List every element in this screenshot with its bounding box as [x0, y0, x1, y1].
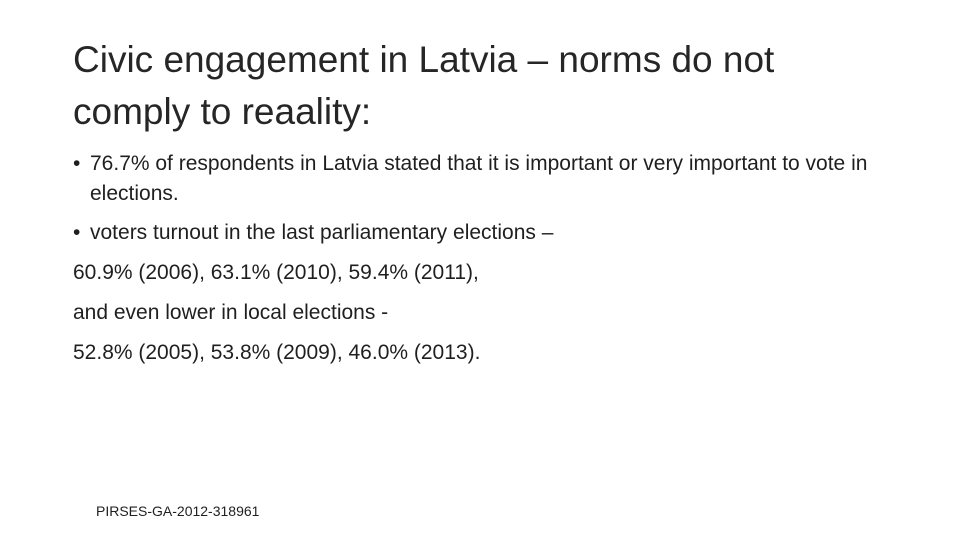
bullet-text: 76.7% of respondents in Latvia stated th…: [90, 152, 868, 205]
slide-title: Civic engagement in Latvia – norms do no…: [73, 39, 775, 132]
slide-body: • 76.7% of respondents in Latvia stated t…: [73, 146, 913, 373]
bullet-item: • 76.7% of respondents in Latvia stated t…: [73, 146, 913, 213]
bullet-dot-icon: •: [73, 221, 81, 244]
bullet-dot-icon: •: [73, 152, 81, 175]
local-turnout-line: 52.8% (2005), 53.8% (2009), 46.0% (2013)…: [73, 341, 481, 364]
local-elections-intro-line: and even lower in local elections -: [73, 301, 389, 324]
parliamentary-turnout-line: 60.9% (2006), 63.1% (2010), 59.4% (2011)…: [73, 261, 479, 284]
bullet-text: voters turnout in the last parliamentary…: [90, 221, 554, 244]
bullet-item: • voters turnout in the last parliamentar…: [73, 213, 913, 253]
footer-grant-id: PIRSES-GA-2012-318961: [96, 503, 260, 519]
